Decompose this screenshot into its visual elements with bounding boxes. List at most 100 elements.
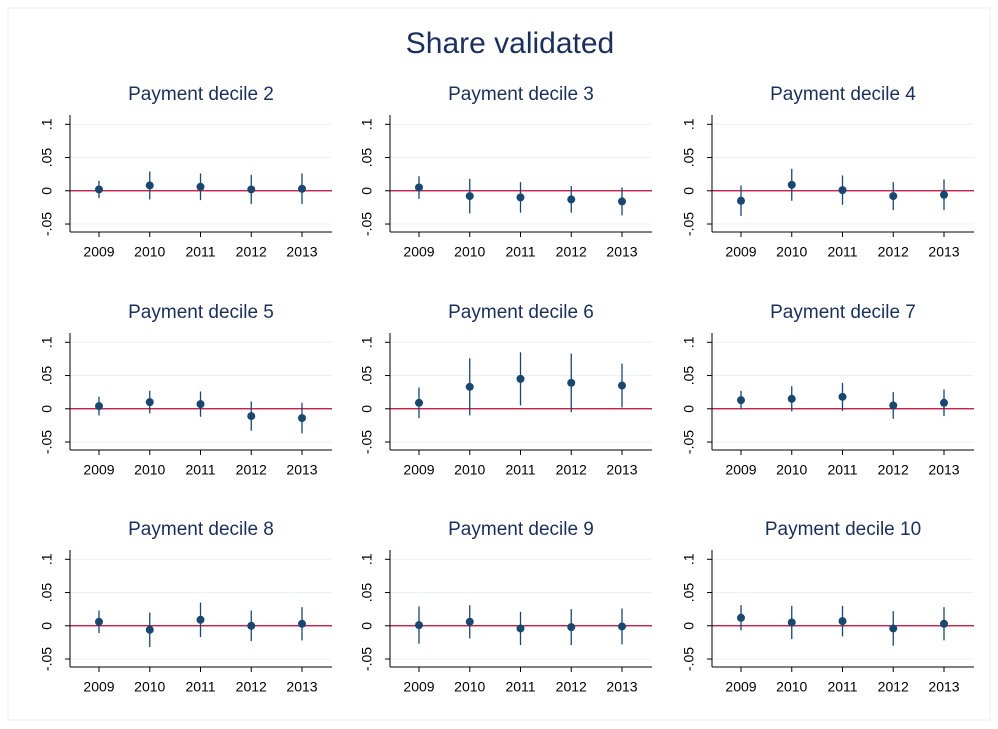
- point: [787, 180, 796, 189]
- panel-title: Payment decile 7: [770, 302, 916, 323]
- point: [567, 195, 576, 204]
- x-tick-label: 2011: [185, 462, 215, 478]
- point: [196, 182, 205, 191]
- y-tick-label: -.05: [681, 212, 697, 236]
- x-tick-label: 2012: [556, 679, 587, 695]
- x-tick-label: 2012: [878, 462, 909, 478]
- x-tick-label: 2010: [776, 462, 807, 478]
- point: [196, 400, 205, 409]
- y-tick-label: 0: [681, 405, 697, 413]
- point: [838, 392, 847, 401]
- point: [247, 412, 256, 421]
- y-tick-label: .1: [39, 118, 55, 130]
- point: [737, 396, 745, 405]
- x-tick-label: 2009: [83, 244, 114, 260]
- point: [298, 414, 306, 423]
- y-tick-label: .1: [681, 553, 697, 565]
- y-tick-label: -.05: [359, 430, 375, 454]
- x-tick-label: 2012: [236, 679, 267, 695]
- y-tick-label: 0: [359, 405, 375, 413]
- point: [465, 617, 474, 626]
- x-tick-label: 2010: [776, 244, 807, 260]
- panel-title: Payment decile 4: [770, 84, 916, 105]
- x-tick-label: 2009: [403, 244, 434, 260]
- point: [516, 374, 525, 383]
- y-tick-label: .05: [39, 148, 55, 168]
- point: [618, 622, 626, 631]
- x-tick-label: 2013: [606, 462, 637, 478]
- y-tick-label: .05: [39, 366, 55, 386]
- x-tick-label: 2010: [776, 679, 807, 695]
- point: [618, 197, 626, 206]
- x-tick-label: 2011: [185, 679, 215, 695]
- x-tick-label: 2009: [83, 679, 114, 695]
- point: [889, 192, 898, 201]
- chart-title: Share validated: [406, 27, 614, 60]
- y-tick-label: -.05: [359, 212, 375, 236]
- y-tick-label: 0: [39, 187, 55, 195]
- point: [940, 619, 948, 628]
- y-tick-label: .1: [681, 336, 697, 348]
- point: [415, 398, 423, 407]
- point: [95, 185, 103, 194]
- y-tick-label: -.05: [681, 430, 697, 454]
- x-tick-label: 2011: [827, 462, 857, 478]
- panel-title: Payment decile 5: [128, 302, 274, 323]
- point: [737, 613, 745, 622]
- point: [415, 183, 423, 192]
- x-tick-label: 2010: [134, 244, 165, 260]
- y-tick-label: 0: [681, 187, 697, 195]
- point: [95, 402, 103, 411]
- x-tick-label: 2012: [556, 244, 587, 260]
- x-tick-label: 2013: [606, 679, 637, 695]
- point: [516, 624, 525, 633]
- point: [196, 615, 205, 624]
- point: [465, 192, 474, 201]
- point: [940, 190, 948, 199]
- point: [889, 624, 898, 633]
- x-tick-label: 2009: [83, 462, 114, 478]
- frame: [7, 7, 991, 721]
- x-tick-label: 2013: [286, 244, 317, 260]
- x-tick-label: 2013: [286, 679, 317, 695]
- y-tick-label: .05: [39, 583, 55, 603]
- x-tick-label: 2013: [928, 244, 959, 260]
- x-tick-label: 2009: [403, 679, 434, 695]
- x-tick-label: 2010: [454, 462, 485, 478]
- point: [618, 381, 626, 390]
- x-tick-label: 2009: [725, 462, 756, 478]
- point: [95, 617, 103, 626]
- x-tick-label: 2010: [454, 679, 485, 695]
- x-tick-label: 2010: [454, 244, 485, 260]
- x-tick-label: 2010: [134, 462, 165, 478]
- y-tick-label: .05: [359, 583, 375, 603]
- y-tick-label: 0: [359, 187, 375, 195]
- point: [567, 378, 576, 387]
- point: [838, 617, 847, 626]
- point: [567, 623, 576, 632]
- panel-title: Payment decile 9: [448, 519, 594, 540]
- point: [415, 621, 423, 630]
- y-tick-label: -.05: [39, 212, 55, 236]
- x-tick-label: 2011: [827, 244, 857, 260]
- x-tick-label: 2011: [505, 462, 535, 478]
- panel-title: Payment decile 2: [128, 84, 274, 105]
- point: [787, 618, 796, 627]
- y-tick-label: -.05: [39, 647, 55, 671]
- point: [247, 185, 256, 194]
- point: [889, 401, 898, 410]
- point: [247, 621, 256, 630]
- y-tick-label: .1: [359, 336, 375, 348]
- y-tick-label: 0: [39, 405, 55, 413]
- x-tick-label: 2009: [725, 244, 756, 260]
- x-tick-label: 2012: [878, 244, 909, 260]
- y-tick-label: -.05: [39, 430, 55, 454]
- y-tick-label: 0: [39, 622, 55, 630]
- x-tick-label: 2012: [236, 462, 267, 478]
- panel-title: Payment decile 6: [448, 302, 594, 323]
- x-tick-label: 2013: [928, 462, 959, 478]
- point: [145, 625, 154, 634]
- y-tick-label: -.05: [359, 647, 375, 671]
- point: [145, 398, 154, 407]
